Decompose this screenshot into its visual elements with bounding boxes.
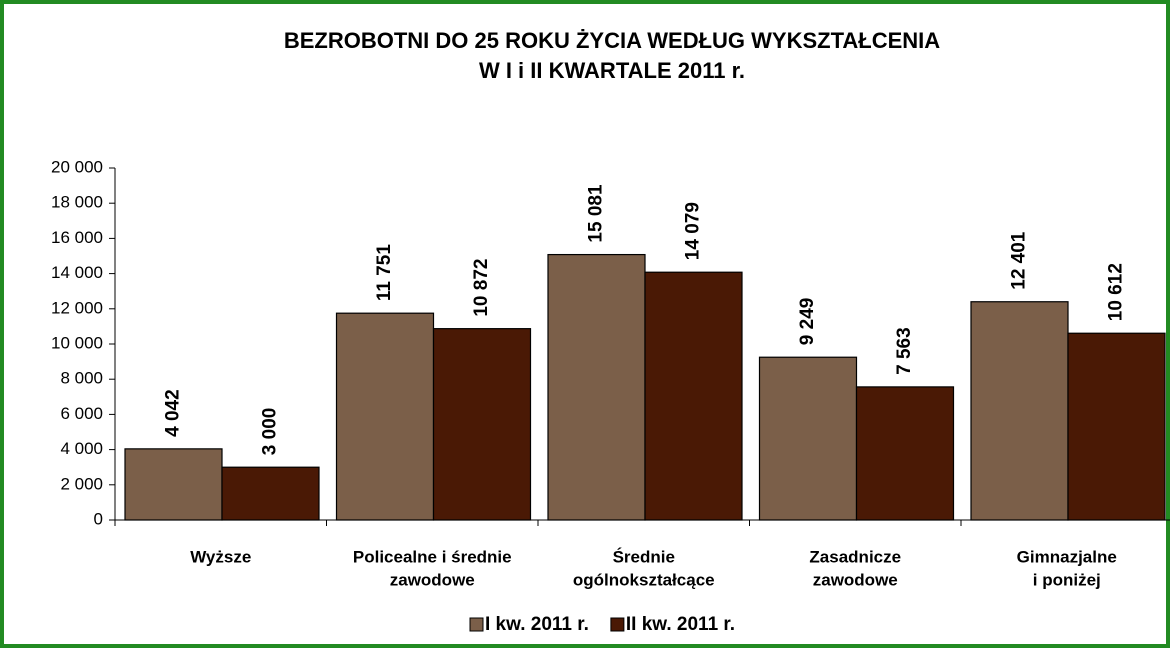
x-tick-label: ogólnokształcące xyxy=(573,570,715,589)
bar xyxy=(644,271,743,521)
data-label: 11 751 xyxy=(374,244,395,301)
bar xyxy=(124,448,223,521)
legend-swatch xyxy=(610,617,625,632)
bar xyxy=(221,466,320,521)
x-tick-label: i poniżej xyxy=(1033,570,1101,589)
y-tick-label: 10 000 xyxy=(51,333,103,352)
y-tick-label: 0 xyxy=(94,509,103,528)
bar xyxy=(1067,332,1166,521)
y-tick-label: 20 000 xyxy=(51,157,103,176)
x-tick-label: zawodowe xyxy=(813,570,898,589)
y-tick-label: 18 000 xyxy=(51,193,103,212)
data-label: 10 612 xyxy=(1106,263,1127,321)
legend-label: II kw. 2011 r. xyxy=(626,614,735,635)
y-tick-label: 14 000 xyxy=(51,263,103,282)
y-tick-label: 8 000 xyxy=(60,369,103,388)
x-tick-label: Gimnazjalne xyxy=(1017,547,1117,566)
y-tick-label: 12 000 xyxy=(51,298,103,317)
y-tick-label: 4 000 xyxy=(60,439,103,458)
y-tick-label: 16 000 xyxy=(51,228,103,247)
x-tick-label: zawodowe xyxy=(390,570,475,589)
data-label: 4 042 xyxy=(163,389,184,437)
y-tick-label: 6 000 xyxy=(60,404,103,423)
bar xyxy=(432,328,532,521)
chart-title: BEZROBOTNI DO 25 ROKU ŻYCIA WEDŁUG WYKSZ… xyxy=(284,28,940,53)
data-label: 10 872 xyxy=(471,259,492,317)
bar xyxy=(855,386,955,521)
data-label: 7 563 xyxy=(894,327,915,375)
legend-label: I kw. 2011 r. xyxy=(485,614,589,635)
y-tick-label: 2 000 xyxy=(60,474,103,493)
bar xyxy=(970,301,1069,521)
bar xyxy=(335,312,435,521)
x-tick-label: Zasadnicze xyxy=(809,547,901,566)
data-label: 9 249 xyxy=(797,298,818,346)
x-tick-label: Średnie xyxy=(613,547,675,566)
data-label: 12 401 xyxy=(1009,231,1030,290)
data-label: 3 000 xyxy=(260,408,281,456)
data-label: 14 079 xyxy=(683,202,704,260)
x-tick-label: Wyższe xyxy=(190,547,251,566)
legend-swatch xyxy=(469,617,484,632)
bar xyxy=(758,356,858,521)
bar xyxy=(547,253,646,521)
chart-title: W I i II KWARTALE 2011 r. xyxy=(479,58,745,83)
x-tick-label: Policealne i średnie xyxy=(353,547,512,566)
data-label: 15 081 xyxy=(586,184,607,243)
